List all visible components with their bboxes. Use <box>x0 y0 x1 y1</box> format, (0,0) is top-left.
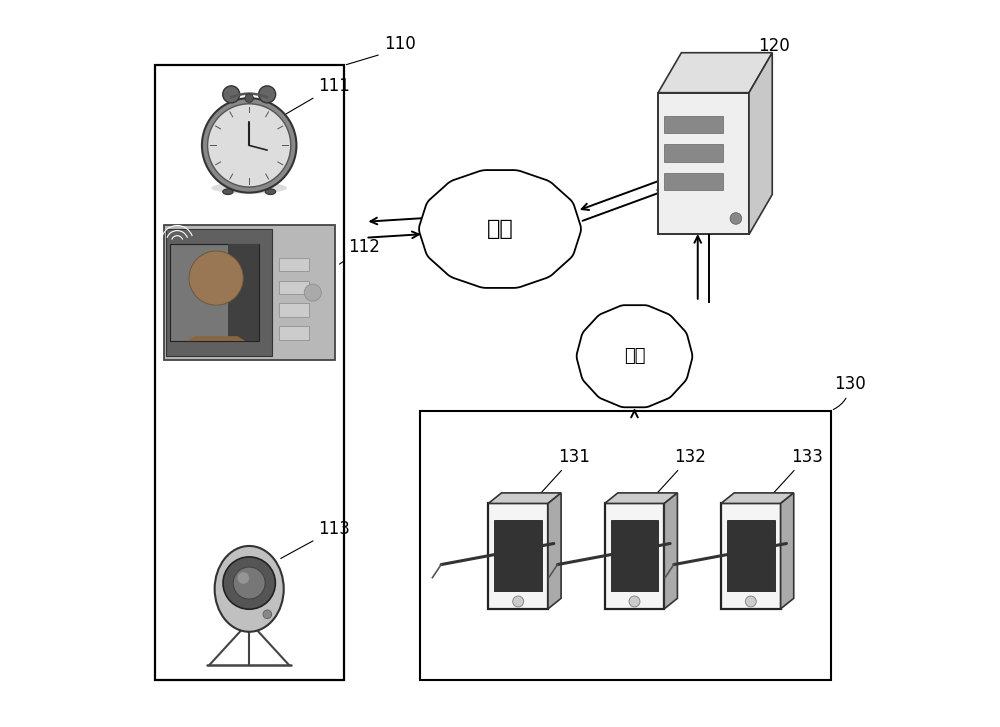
Circle shape <box>223 557 275 609</box>
Bar <box>279 303 309 317</box>
Polygon shape <box>721 503 781 609</box>
Circle shape <box>245 94 253 103</box>
Bar <box>664 116 723 133</box>
Bar <box>611 521 658 592</box>
Polygon shape <box>605 503 664 609</box>
Circle shape <box>513 596 524 607</box>
Bar <box>279 326 309 340</box>
Bar <box>727 521 775 592</box>
Ellipse shape <box>447 190 553 267</box>
Bar <box>724 505 778 514</box>
Text: 132: 132 <box>655 448 706 496</box>
Ellipse shape <box>223 189 233 195</box>
Circle shape <box>208 104 291 187</box>
Ellipse shape <box>265 189 276 195</box>
Bar <box>279 257 309 271</box>
Polygon shape <box>187 336 245 341</box>
Polygon shape <box>548 493 561 609</box>
Bar <box>155 65 344 680</box>
Circle shape <box>189 251 243 305</box>
Text: 120: 120 <box>735 37 790 79</box>
Polygon shape <box>749 53 772 234</box>
Text: 133: 133 <box>771 448 823 496</box>
Ellipse shape <box>211 182 287 194</box>
Ellipse shape <box>215 546 284 632</box>
Ellipse shape <box>596 323 673 390</box>
Circle shape <box>202 98 296 193</box>
Polygon shape <box>488 493 561 503</box>
Text: 110: 110 <box>346 36 415 65</box>
Polygon shape <box>658 53 772 92</box>
Polygon shape <box>488 503 548 609</box>
Bar <box>164 225 335 360</box>
Circle shape <box>238 572 249 584</box>
Bar <box>724 593 778 606</box>
Bar <box>608 593 661 606</box>
Circle shape <box>730 213 742 224</box>
Text: 拨号: 拨号 <box>624 348 645 365</box>
Bar <box>420 411 831 680</box>
Circle shape <box>259 86 276 103</box>
Bar <box>166 229 272 356</box>
Bar <box>494 521 542 592</box>
Text: 111: 111 <box>284 77 350 115</box>
Text: 131: 131 <box>538 448 590 496</box>
Text: 113: 113 <box>281 521 350 558</box>
Text: 130: 130 <box>833 375 866 409</box>
Circle shape <box>233 567 265 599</box>
Bar <box>664 172 723 190</box>
Polygon shape <box>781 493 794 609</box>
Bar <box>608 505 661 514</box>
Circle shape <box>304 284 321 301</box>
Bar <box>658 92 749 234</box>
Bar <box>491 593 545 606</box>
Bar <box>170 244 259 341</box>
Polygon shape <box>577 305 692 407</box>
Text: 网络: 网络 <box>487 219 513 239</box>
Polygon shape <box>664 493 677 609</box>
Circle shape <box>745 596 756 607</box>
Circle shape <box>629 596 640 607</box>
Bar <box>228 244 259 341</box>
Polygon shape <box>419 170 581 288</box>
Bar <box>664 144 723 161</box>
Polygon shape <box>721 493 794 503</box>
Circle shape <box>263 610 272 619</box>
Circle shape <box>223 86 240 103</box>
Text: 112: 112 <box>339 238 380 264</box>
Bar <box>491 505 545 514</box>
Polygon shape <box>605 493 677 503</box>
Bar <box>279 281 309 294</box>
